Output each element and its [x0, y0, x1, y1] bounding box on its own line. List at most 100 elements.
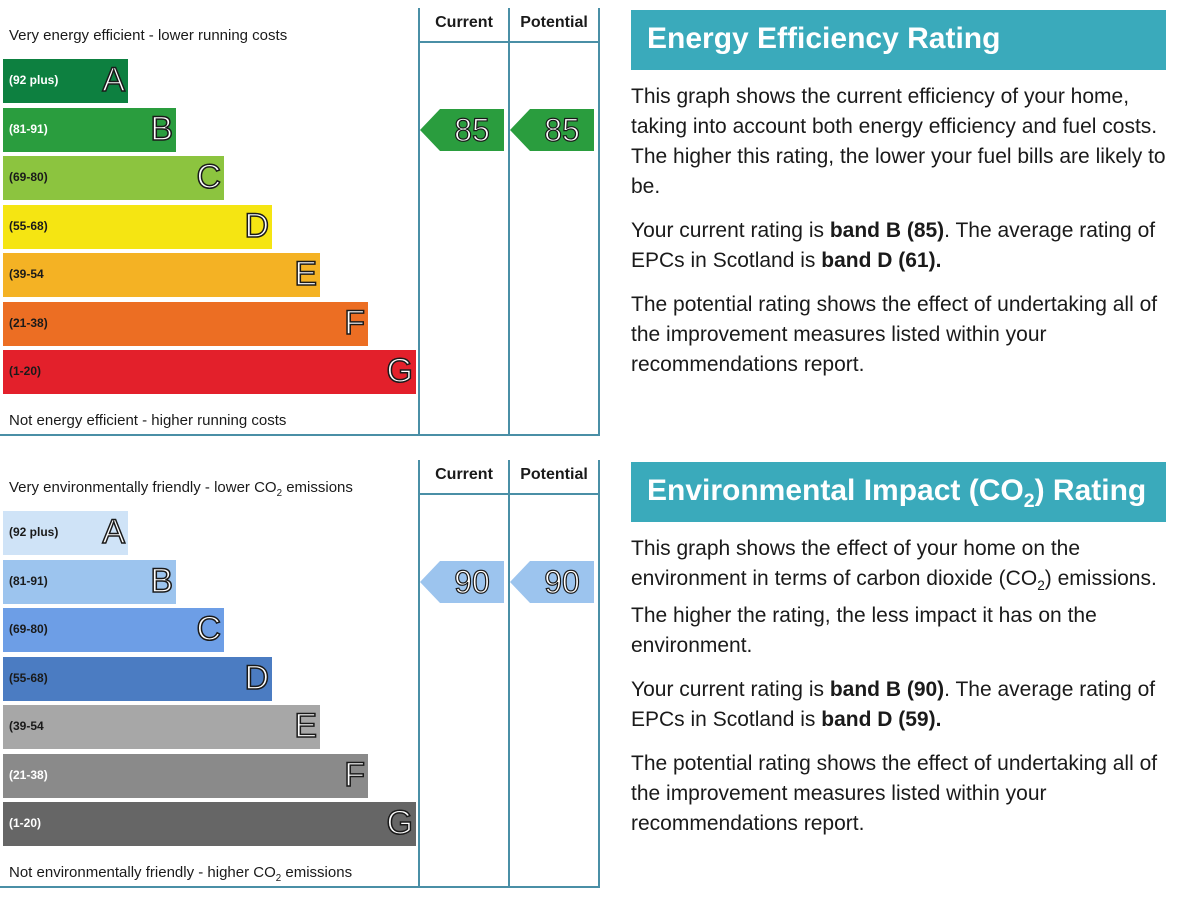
env-info-description: This graph shows the effect of your home…: [631, 534, 1171, 661]
band-range-label: (81-91): [9, 573, 48, 588]
band-letter: C: [196, 609, 222, 649]
env-info-panel: Environmental Impact (CO2) Rating This g…: [631, 462, 1171, 839]
rating-arrow-body: [420, 560, 504, 603]
caption-text: Very environmentally friendly - lower CO: [9, 479, 277, 496]
environmental-impact-chart: Current Potential Very environmentally f…: [0, 460, 600, 900]
title-subscript: 2: [1023, 490, 1035, 512]
caption-subscript: 2: [276, 488, 283, 499]
caption-text: emissions: [282, 479, 353, 496]
band-range-label: (39-54: [9, 267, 44, 281]
rating-value: 90: [544, 563, 581, 600]
potential-column-header: Potential: [520, 14, 588, 31]
average-band: band D (61).: [821, 249, 942, 272]
band-letter: F: [343, 755, 365, 795]
current-column-header: Current: [435, 14, 493, 31]
band-letter: A: [102, 60, 126, 100]
band-letter: E: [294, 706, 318, 746]
band-letter: C: [196, 157, 222, 197]
chart-frame: [0, 8, 600, 436]
band-range-label: (21-38): [9, 767, 48, 782]
band-letter: G: [386, 351, 414, 391]
energy-info-panel: Energy Efficiency Rating This graph show…: [631, 10, 1171, 380]
rating-arrow-shape: [510, 560, 594, 603]
band-range-label: (39-54: [9, 719, 44, 733]
current-band: band B (90): [829, 678, 945, 702]
text: ) emissions. The higher the rating, the …: [631, 567, 1157, 658]
energy-info-title: Energy Efficiency Rating: [631, 10, 1166, 70]
band-letter: D: [244, 206, 270, 246]
header-divider: [418, 493, 600, 495]
caption-text: emissions: [281, 864, 353, 881]
env-info-current-rating: Your current rating is band B (90). The …: [631, 675, 1171, 735]
band-range-label: (21-38): [9, 315, 48, 330]
rating-arrow-body: [510, 108, 594, 151]
band-letter: A: [102, 512, 126, 552]
caption-text: Not environmentally friendly - higher CO: [9, 864, 276, 881]
band-range-label: (55-68): [9, 218, 48, 233]
energy-rating-chart: Current Potential Very energy efficient …: [0, 8, 600, 448]
band-g: (1-20) G: [3, 350, 416, 394]
energy-info-description: This graph shows the current efficiency …: [631, 85, 1166, 198]
top-caption: Very environmentally friendly - lower CO…: [9, 479, 353, 499]
current-rating-arrow: 85: [420, 108, 504, 151]
energy-info-potential: The potential rating shows the effect of…: [631, 293, 1158, 376]
band-range-label: (1-20): [9, 364, 42, 378]
env-info-potential: The potential rating shows the effect of…: [631, 752, 1158, 836]
band-e: (39-54 E: [3, 705, 320, 749]
band-range-label: (69-80): [9, 170, 48, 184]
subscript: 2: [1037, 578, 1045, 594]
bottom-caption: Not energy efficient - higher running co…: [9, 412, 287, 429]
column-divider: [418, 8, 420, 436]
text: Your current rating is: [631, 219, 830, 242]
column-divider: [508, 460, 510, 888]
band-f: (21-38) F: [3, 301, 368, 346]
band-d: (55-68) D: [3, 656, 272, 701]
average-band: band D (59).: [821, 708, 942, 732]
band-letter: B: [150, 561, 174, 601]
band-range-label: (1-20): [9, 816, 42, 830]
band-g: (1-20) G: [3, 802, 416, 846]
rating-value: 90: [454, 563, 491, 600]
band-d: (55-68) D: [3, 204, 272, 249]
column-divider: [418, 460, 420, 888]
band-a: (92 plus) A: [3, 59, 128, 103]
title-text: Environmental Impact (CO: [647, 474, 1024, 507]
band-b: (81-91) B: [3, 107, 176, 152]
current-rating-arrow: 90: [420, 560, 504, 603]
bottom-caption: Not environmentally friendly - higher CO…: [9, 864, 352, 884]
band-letter: F: [343, 303, 365, 343]
text: . The average rating of EPCs in Scotland…: [631, 219, 1156, 272]
text: This graph shows the effect of your home…: [631, 537, 1081, 590]
band-letter: D: [244, 658, 270, 698]
band-a: (92 plus) A: [3, 511, 128, 555]
band-letter: E: [294, 254, 318, 294]
band-letter: B: [150, 109, 174, 149]
header-divider: [418, 41, 600, 43]
title-text: ) Rating: [1034, 474, 1147, 507]
band-c: (69-80) C: [3, 608, 224, 652]
text: Your current rating is: [631, 678, 830, 702]
current-column-header: Current: [435, 466, 493, 483]
band-range-label: (55-68): [9, 670, 48, 685]
chart-frame: [0, 460, 600, 888]
potential-rating-arrow: 90: [510, 560, 594, 603]
rating-arrow-shape: [420, 108, 504, 151]
env-info-title: Environmental Impact (CO2) Rating: [631, 462, 1166, 522]
rating-arrow-shape: [510, 108, 594, 151]
band-range-label: (81-91): [9, 121, 48, 136]
band-c: (69-80) C: [3, 156, 224, 200]
rating-value: 85: [454, 111, 491, 148]
band-letter: G: [386, 803, 414, 843]
band-range-label: (69-80): [9, 622, 48, 636]
energy-info-current-rating: Your current rating is band B (85). The …: [631, 216, 1171, 276]
rating-value: 85: [544, 111, 581, 148]
caption-subscript: 2: [275, 873, 282, 884]
top-caption: Very energy efficient - lower running co…: [9, 27, 288, 44]
column-divider: [508, 8, 510, 436]
rating-arrow-body: [510, 560, 594, 603]
current-band: band B (85): [829, 219, 945, 242]
potential-column-header: Potential: [520, 466, 588, 483]
rating-arrow-body: [420, 108, 504, 151]
band-range-label: (92 plus): [9, 525, 59, 539]
band-e: (39-54 E: [3, 253, 320, 297]
